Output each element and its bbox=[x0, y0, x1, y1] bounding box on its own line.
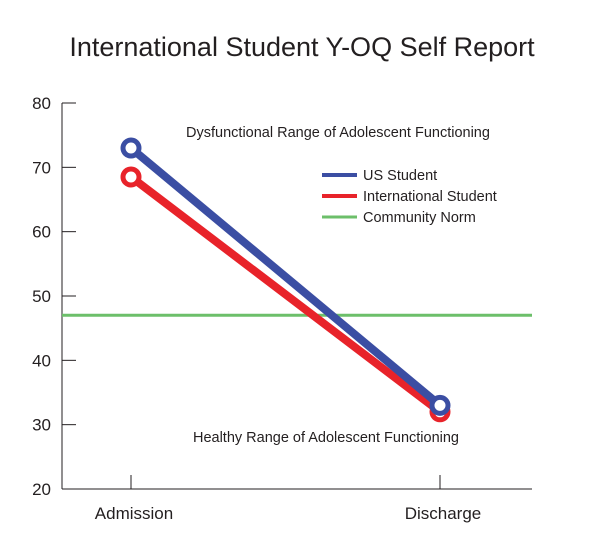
y-axis-ticks: 20 30 40 50 60 70 80 bbox=[32, 94, 76, 499]
series-layer bbox=[120, 137, 451, 423]
x-axis-ticks: Admission Discharge bbox=[95, 475, 481, 523]
annotation-healthy-range: Healthy Range of Adolescent Functioning bbox=[193, 430, 459, 446]
y-tick-label: 50 bbox=[32, 287, 51, 306]
legend-label-us-student: US Student bbox=[363, 168, 437, 184]
y-tick-label: 80 bbox=[32, 94, 51, 113]
x-tick-label: Discharge bbox=[405, 504, 482, 523]
y-tick-label: 60 bbox=[32, 223, 51, 242]
annotation-dysfunctional-range: Dysfunctional Range of Adolescent Functi… bbox=[186, 125, 490, 141]
y-tick-label: 40 bbox=[32, 351, 51, 370]
chart-title: International Student Y-OQ Self Report bbox=[69, 32, 535, 62]
y-tick-label: 30 bbox=[32, 416, 51, 435]
international-student-series-line bbox=[127, 172, 444, 416]
us-student-series-line bbox=[127, 144, 444, 410]
legend: US Student International Student Community… bbox=[322, 168, 497, 226]
us-student-point-admission bbox=[120, 137, 142, 159]
legend-label-community-norm: Community Norm bbox=[363, 210, 476, 226]
us-student-point-discharge bbox=[429, 394, 451, 416]
x-tick-label: Admission bbox=[95, 504, 173, 523]
y-tick-label: 70 bbox=[32, 158, 51, 177]
y-tick-label: 20 bbox=[32, 480, 51, 499]
legend-label-international-student: International Student bbox=[363, 189, 497, 205]
international-student-point-admission bbox=[120, 166, 142, 188]
